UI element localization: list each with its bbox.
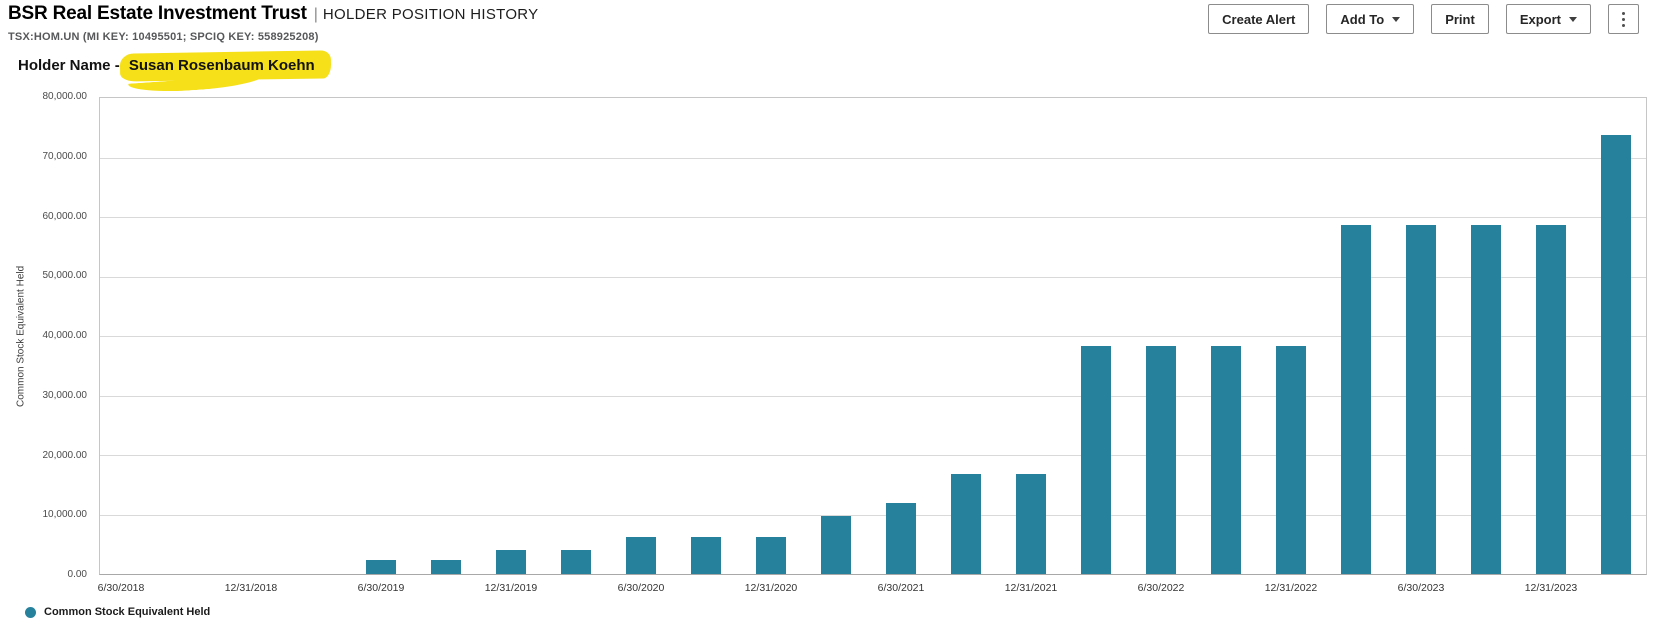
bar-6/30/2019[interactable] xyxy=(366,560,396,574)
y-tick-label: 70,000.00 xyxy=(42,151,88,162)
bar-3/31/2021[interactable] xyxy=(821,516,851,574)
toolbar: Create Alert Add To Print Export xyxy=(1208,4,1639,34)
company-name: BSR Real Estate Investment Trust xyxy=(8,3,307,24)
create-alert-label: Create Alert xyxy=(1222,11,1296,27)
bar-9/30/2021[interactable] xyxy=(951,474,981,574)
legend-item[interactable]: Common Stock Equivalent Held xyxy=(25,606,210,618)
legend-series-label: Common Stock Equivalent Held xyxy=(44,606,211,618)
holder-name-label: Holder Name - xyxy=(18,57,124,74)
bar-3/31/2022[interactable] xyxy=(1081,346,1111,574)
kebab-menu-icon xyxy=(1622,11,1625,15)
report-section-title: HOLDER POSITION HISTORY xyxy=(322,6,539,23)
x-tick-label: 6/30/2020 xyxy=(617,582,665,594)
kebab-menu-icon xyxy=(1622,17,1625,21)
gridline xyxy=(100,515,1646,516)
x-tick-label: 6/30/2022 xyxy=(1137,582,1185,594)
bar-9/30/2020[interactable] xyxy=(691,537,721,574)
gridline xyxy=(100,158,1646,159)
bar-6/30/2021[interactable] xyxy=(886,503,916,574)
holder-position-chart: Common Stock Equivalent Held 80,000.00 70… xyxy=(0,85,1656,632)
bar-3/31/2024[interactable] xyxy=(1601,135,1631,574)
y-tick-label: 60,000.00 xyxy=(42,211,88,222)
gridline xyxy=(100,336,1646,337)
gridline xyxy=(100,277,1646,278)
add-to-label: Add To xyxy=(1340,11,1385,27)
x-tick-label: 6/30/2021 xyxy=(877,582,925,594)
header: BSR Real Estate Investment Trust | HOLDER … xyxy=(8,3,538,43)
legend-series-dot xyxy=(25,606,36,618)
y-tick-label: 50,000.00 xyxy=(42,270,88,281)
kebab-menu-icon xyxy=(1622,23,1625,27)
x-tick-label: 6/30/2023 xyxy=(1397,582,1445,594)
print-label: Print xyxy=(1445,11,1475,27)
create-alert-button[interactable]: Create Alert xyxy=(1208,4,1310,34)
holder-name-highlight: Susan Rosenbaum Koehn xyxy=(119,50,331,95)
title-divider: | xyxy=(313,6,318,23)
x-tick-label: 12/31/2018 xyxy=(224,582,278,594)
x-tick-label: 12/31/2020 xyxy=(744,582,798,594)
bar-9/30/2019[interactable] xyxy=(431,560,461,574)
x-tick-label: 12/31/2022 xyxy=(1264,582,1318,594)
holder-name-line: Holder Name - Susan Rosenbaum Koehn xyxy=(18,50,331,95)
add-to-button[interactable]: Add To xyxy=(1326,4,1415,34)
bar-3/31/2023[interactable] xyxy=(1341,225,1371,574)
bar-6/30/2020[interactable] xyxy=(626,537,656,574)
chevron-down-icon xyxy=(1569,16,1577,22)
y-tick-label: 20,000.00 xyxy=(42,450,88,461)
bar-6/30/2023[interactable] xyxy=(1406,225,1436,574)
y-axis-labels: 80,000.00 70,000.00 60,000.00 50,000.00 40,0… xyxy=(0,91,93,580)
gridline xyxy=(100,455,1646,456)
gridline xyxy=(100,217,1646,218)
holder-name-value: Susan Rosenbaum Koehn xyxy=(128,57,315,74)
y-tick-label: 40,000.00 xyxy=(42,330,88,341)
y-tick-label: 80,000.00 xyxy=(42,91,88,102)
y-tick-label: 30,000.00 xyxy=(42,390,88,401)
x-tick-label: 6/30/2019 xyxy=(357,582,405,594)
chevron-down-icon xyxy=(1392,16,1401,22)
plot-area xyxy=(99,97,1647,575)
bar-12/31/2019[interactable] xyxy=(496,550,526,574)
bar-12/31/2023[interactable] xyxy=(1536,225,1566,574)
x-axis-labels: 6/30/2018 12/31/2018 6/30/2019 12/31/2019 6/… xyxy=(98,582,1647,598)
gridline xyxy=(100,396,1646,397)
y-tick-label: 0.00 xyxy=(67,569,87,580)
page-title: BSR Real Estate Investment Trust | HOLDER … xyxy=(8,3,538,25)
x-tick-label: 12/31/2023 xyxy=(1524,582,1578,594)
bar-3/31/2020[interactable] xyxy=(561,550,591,574)
export-button[interactable]: Export xyxy=(1505,4,1591,34)
bar-12/31/2022[interactable] xyxy=(1276,346,1306,574)
x-tick-label: 12/31/2019 xyxy=(484,582,538,594)
bar-12/31/2021[interactable] xyxy=(1016,474,1046,574)
bar-12/31/2020[interactable] xyxy=(756,537,786,574)
x-tick-label: 6/30/2018 xyxy=(97,582,145,594)
x-tick-label: 12/31/2021 xyxy=(1004,582,1058,594)
bar-6/30/2022[interactable] xyxy=(1146,346,1176,574)
bar-9/30/2023[interactable] xyxy=(1471,225,1501,574)
print-button[interactable]: Print xyxy=(1431,4,1489,34)
y-tick-label: 10,000.00 xyxy=(42,509,88,520)
ticker-identifiers: TSX:HOM.UN (MI KEY: 10495501; SPCIQ KEY:… xyxy=(8,31,319,43)
more-options-button[interactable] xyxy=(1608,4,1639,34)
export-label: Export xyxy=(1519,11,1561,27)
bar-9/30/2022[interactable] xyxy=(1211,346,1241,574)
